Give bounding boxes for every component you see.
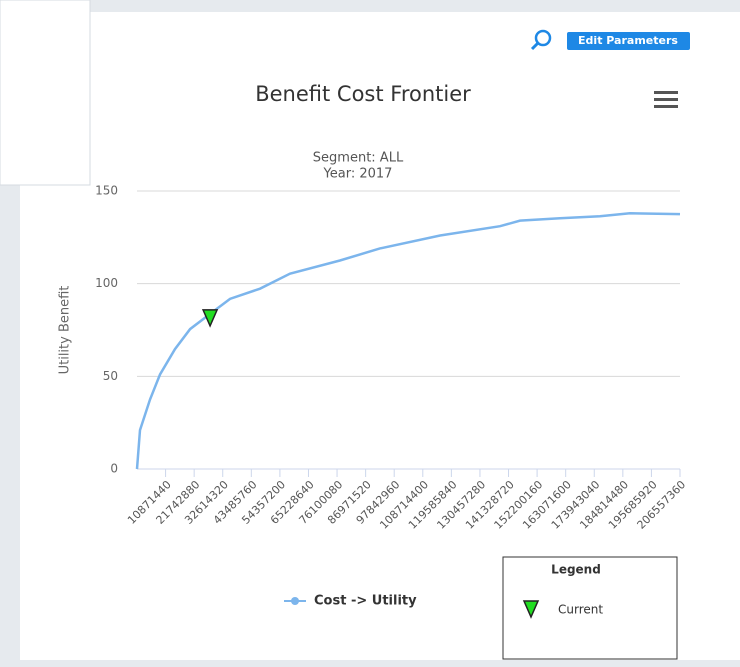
subtitle: Segment: ALL: [313, 151, 404, 166]
legend-title: Legend: [551, 563, 601, 577]
side-panel: [0, 0, 91, 186]
current-marker: [201, 309, 219, 328]
legend-marker: [522, 600, 540, 619]
menu-bar: [654, 105, 678, 108]
edit-button[interactable]: [567, 32, 690, 50]
panel: [20, 12, 740, 660]
y-tick-label: 150: [95, 184, 118, 198]
legend-dot: [291, 597, 299, 605]
edit-button-label[interactable]: Edit Parameters: [578, 34, 678, 47]
legend-label: Current: [558, 603, 603, 617]
zoom-icon[interactable]: [534, 29, 552, 47]
y-tick-label: 100: [95, 276, 118, 290]
y-tick-label: 50: [103, 369, 118, 383]
legend-label: Cost -> Utility: [314, 594, 417, 609]
menu-bar: [654, 98, 678, 101]
subtitle: Year: 2017: [323, 167, 393, 182]
legend-box: [502, 556, 678, 660]
line: [135, 211, 681, 470]
chart-title: Benefit Cost Frontier: [255, 82, 471, 106]
y-tick-label: 0: [110, 462, 118, 476]
menu-icon[interactable]: [654, 91, 678, 108]
menu-bar: [654, 91, 678, 94]
y-axis-label: Utility Benefit: [58, 286, 73, 375]
zoom-handle: [530, 41, 540, 51]
